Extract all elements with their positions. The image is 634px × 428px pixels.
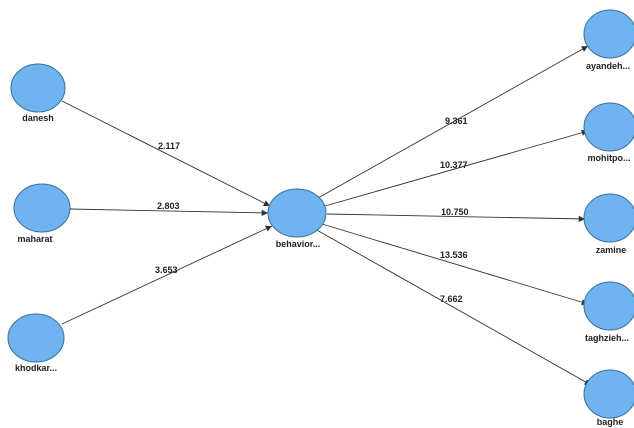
node-mohitpo[interactable]: [583, 102, 634, 152]
edges: [61, 45, 592, 386]
node-maharat[interactable]: [13, 183, 71, 233]
edge-label-behavior-baghe: 7.662: [440, 294, 463, 304]
node-label-danesh: danesh: [22, 113, 54, 123]
edge-behavior-zamine[interactable]: [326, 213, 586, 223]
edge-behavior-taghzieh[interactable]: [321, 223, 589, 306]
node-label-behavior: behavior...: [276, 239, 321, 249]
node-label-mohitpo: mohitpo...: [588, 153, 631, 163]
node-khodkar[interactable]: [7, 313, 65, 363]
edge-label-maharat-behavior: 2.803: [157, 201, 180, 211]
edge-danesh-behavior[interactable]: [61, 100, 271, 207]
edge-behavior-mohitpo[interactable]: [324, 129, 589, 207]
edge-label-behavior-taghzieh: 13.536: [440, 250, 468, 260]
node-label-baghe: baghe: [597, 417, 624, 427]
node-label-khodkar: khodkar...: [15, 363, 57, 373]
node-ayandeh[interactable]: [583, 9, 634, 59]
node-danesh[interactable]: [10, 63, 66, 113]
node-taghzieh[interactable]: [583, 281, 634, 331]
edge-label-behavior-ayandeh: 9.361: [445, 116, 468, 126]
node-label-taghzieh: taghzieh...: [585, 333, 629, 343]
node-zamine[interactable]: [583, 193, 634, 243]
edge-behavior-ayandeh[interactable]: [317, 45, 589, 199]
edge-label-behavior-zamine: 10.750: [441, 207, 469, 217]
node-label-maharat: maharat: [17, 234, 52, 244]
node-baghe[interactable]: [583, 369, 634, 419]
edge-label-behavior-mohitpo: 10.377: [440, 160, 468, 170]
node-label-zamine: zamine: [596, 245, 627, 255]
edge-khodkar-behavior[interactable]: [61, 225, 273, 325]
edge-labels: 2.117 2.803 3.653 9.361 10.377 10.750 13…: [155, 116, 469, 304]
node-label-ayandeh: ayandeh...: [586, 61, 630, 71]
edge-maharat-behavior[interactable]: [69, 208, 269, 217]
nodes: danesh maharat khodkar... behavior... ay…: [7, 9, 634, 427]
edge-behavior-baghe[interactable]: [314, 228, 592, 386]
edge-label-danesh-behavior: 2.117: [158, 141, 180, 151]
edge-label-khodkar-behavior: 3.653: [155, 265, 178, 275]
node-behavior[interactable]: [267, 188, 327, 238]
